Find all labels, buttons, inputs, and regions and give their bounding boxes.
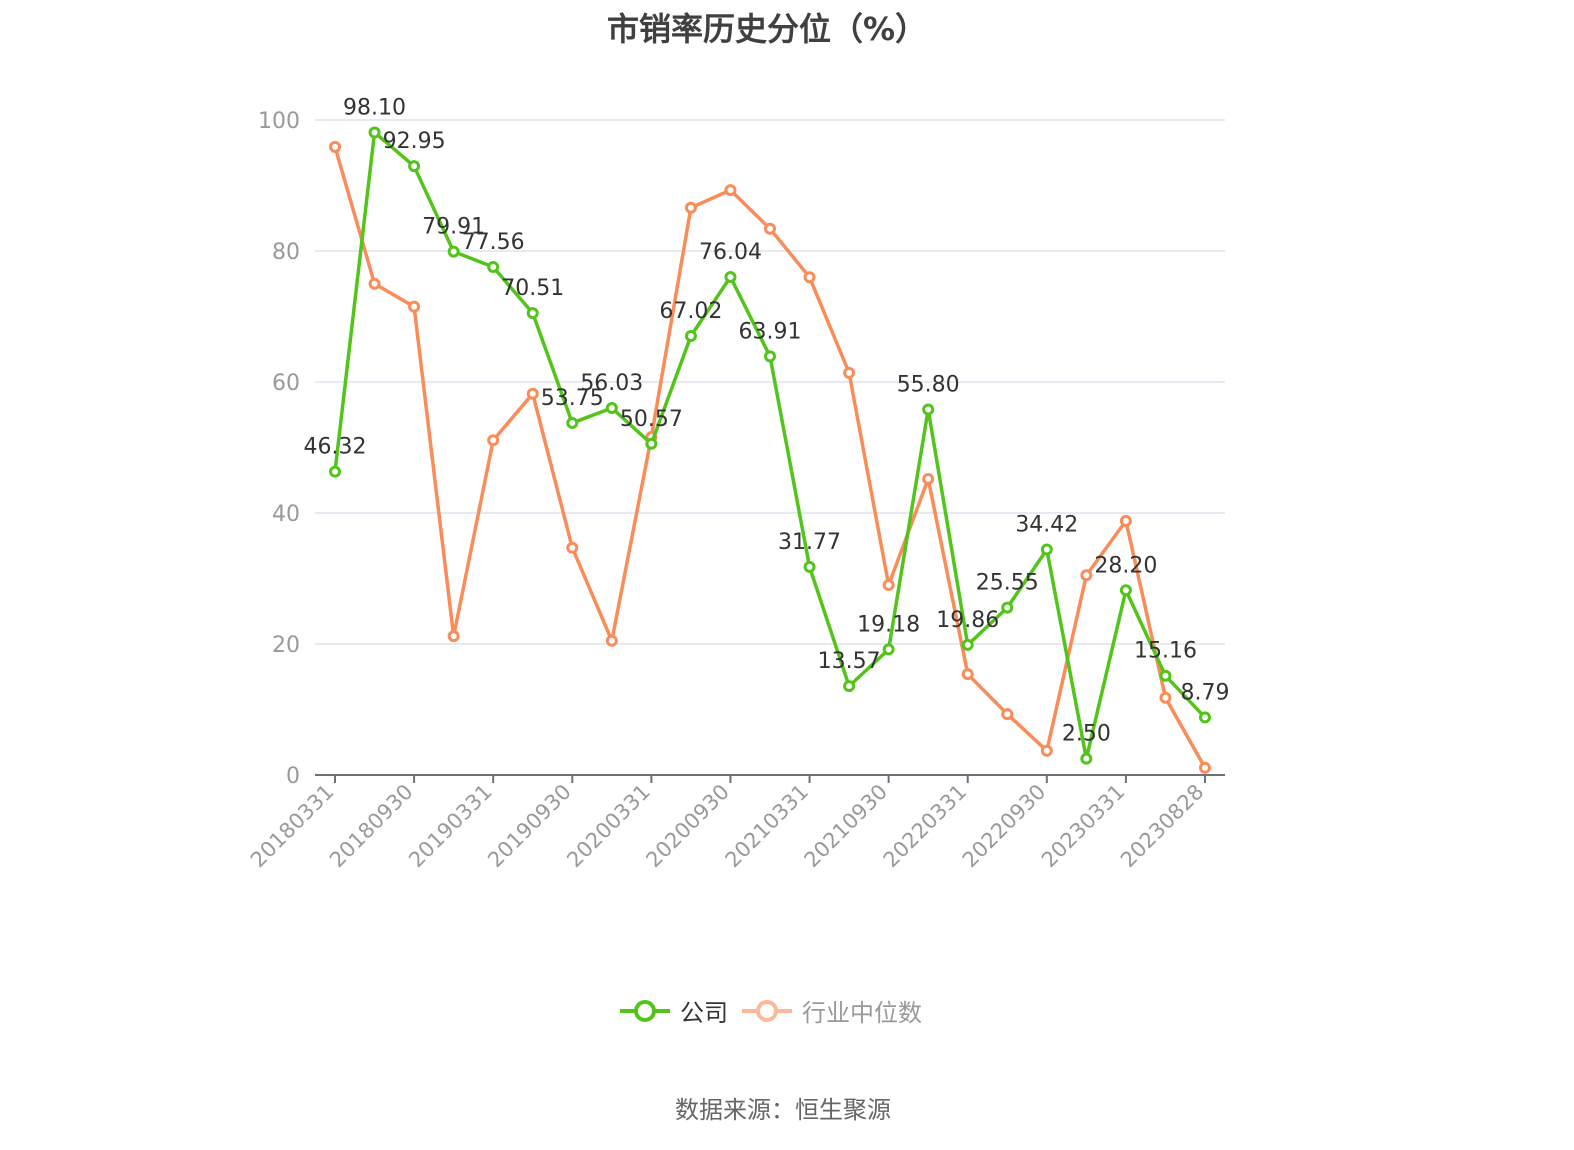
data-point[interactable]: [368, 277, 381, 290]
data-point[interactable]: [684, 330, 697, 343]
chart-title: 市销率历史分位（%）: [606, 10, 928, 48]
data-label: 67.02: [659, 299, 722, 324]
x-tick-label: 20210930: [800, 780, 893, 873]
legend-item-industry[interactable]: 行业中位数: [742, 993, 922, 1028]
data-label: 92.95: [383, 129, 446, 154]
data-label: 55.80: [897, 373, 960, 398]
y-tick-label: 40: [272, 502, 300, 527]
data-point[interactable]: [922, 403, 935, 416]
data-point[interactable]: [882, 643, 895, 656]
data-label: 15.16: [1134, 639, 1197, 664]
data-point[interactable]: [684, 201, 697, 214]
legend-label-industry: 行业中位数: [802, 999, 922, 1027]
data-point[interactable]: [329, 140, 341, 153]
data-label: 25.55: [976, 571, 1039, 596]
data-label: 2.50: [1062, 722, 1111, 747]
x-tick-label: 20190331: [404, 780, 497, 873]
x-tick-label: 20180930: [325, 780, 418, 873]
legend-item-company[interactable]: 公司: [620, 993, 728, 1028]
data-label: 13.57: [818, 649, 881, 674]
data-point[interactable]: [1159, 691, 1172, 704]
data-label: 28.20: [1094, 553, 1157, 578]
data-point[interactable]: [447, 630, 460, 643]
x-tick-label: 20220930: [958, 780, 1051, 873]
data-label: 76.04: [699, 240, 762, 265]
data-point[interactable]: [882, 579, 895, 592]
y-tick-label: 80: [272, 240, 300, 265]
legend-label-company: 公司: [680, 999, 728, 1027]
data-label: 56.03: [580, 371, 643, 396]
data-point[interactable]: [1159, 669, 1172, 682]
data-label: 50.57: [620, 407, 683, 432]
data-point[interactable]: [961, 668, 974, 681]
data-label: 19.18: [857, 612, 920, 637]
data-point[interactable]: [1199, 761, 1211, 774]
y-tick-label: 20: [272, 633, 300, 658]
x-tick-label: 20180331: [246, 780, 339, 873]
data-point[interactable]: [724, 184, 737, 197]
x-tick-label: 20220331: [879, 780, 972, 873]
data-point[interactable]: [1199, 711, 1211, 724]
data-label: 79.91: [422, 215, 485, 240]
x-tick-label: 20190930: [483, 780, 576, 873]
y-tick-label: 60: [272, 371, 300, 396]
data-point[interactable]: [526, 387, 539, 400]
data-point[interactable]: [1001, 601, 1014, 614]
data-point[interactable]: [526, 307, 539, 320]
data-point[interactable]: [408, 300, 421, 313]
data-point[interactable]: [487, 260, 500, 273]
line-chart: 0 20 40 60 80 100 2018033120180930201903312019…: [246, 95, 1230, 873]
data-label: 8.79: [1181, 680, 1230, 705]
y-tick-label: 100: [258, 109, 300, 134]
data-point[interactable]: [605, 402, 618, 415]
data-point[interactable]: [1119, 584, 1132, 597]
data-point[interactable]: [803, 271, 816, 284]
line-circle-icon: [742, 999, 792, 1022]
data-point[interactable]: [922, 472, 935, 485]
legend: 公司 行业中位数: [620, 993, 922, 1028]
line-circle-icon: [620, 999, 670, 1022]
data-point[interactable]: [803, 560, 816, 573]
data-point[interactable]: [1080, 569, 1093, 582]
data-label: 77.56: [462, 230, 525, 255]
data-point[interactable]: [961, 638, 974, 651]
data-point[interactable]: [368, 126, 381, 139]
data-point[interactable]: [329, 465, 341, 478]
x-tick-label: 20200930: [641, 780, 734, 873]
data-label: 63.91: [739, 319, 802, 344]
x-tick-label: 20230828: [1116, 780, 1209, 873]
data-point[interactable]: [1001, 708, 1014, 721]
data-point[interactable]: [764, 222, 776, 235]
data-label: 19.86: [936, 608, 999, 633]
data-point[interactable]: [645, 437, 658, 450]
data-point[interactable]: [1119, 514, 1132, 527]
data-point[interactable]: [764, 350, 776, 363]
x-tick-label: 20200331: [562, 780, 655, 873]
x-tick-label: 20210331: [721, 780, 814, 873]
data-point[interactable]: [724, 270, 737, 283]
y-tick-label: 0: [286, 764, 300, 789]
x-tick-label: 20230331: [1037, 780, 1130, 873]
data-label: 70.51: [501, 276, 564, 301]
data-point[interactable]: [447, 245, 460, 258]
data-source: 数据来源：恒生聚源: [675, 1096, 891, 1124]
data-point[interactable]: [1040, 543, 1053, 556]
data-point[interactable]: [1080, 752, 1093, 765]
data-label: 98.10: [343, 95, 406, 120]
data-label: 31.77: [778, 530, 841, 555]
data-point[interactable]: [487, 434, 500, 447]
data-point[interactable]: [605, 634, 618, 647]
data-label: 46.32: [304, 435, 367, 460]
data-point[interactable]: [408, 160, 421, 173]
data-point[interactable]: [843, 680, 856, 693]
data-point[interactable]: [566, 541, 579, 554]
data-point[interactable]: [843, 366, 856, 379]
data-point[interactable]: [566, 416, 579, 429]
data-point[interactable]: [1040, 744, 1053, 757]
data-label: 53.75: [541, 386, 604, 411]
data-label: 34.42: [1015, 513, 1078, 538]
